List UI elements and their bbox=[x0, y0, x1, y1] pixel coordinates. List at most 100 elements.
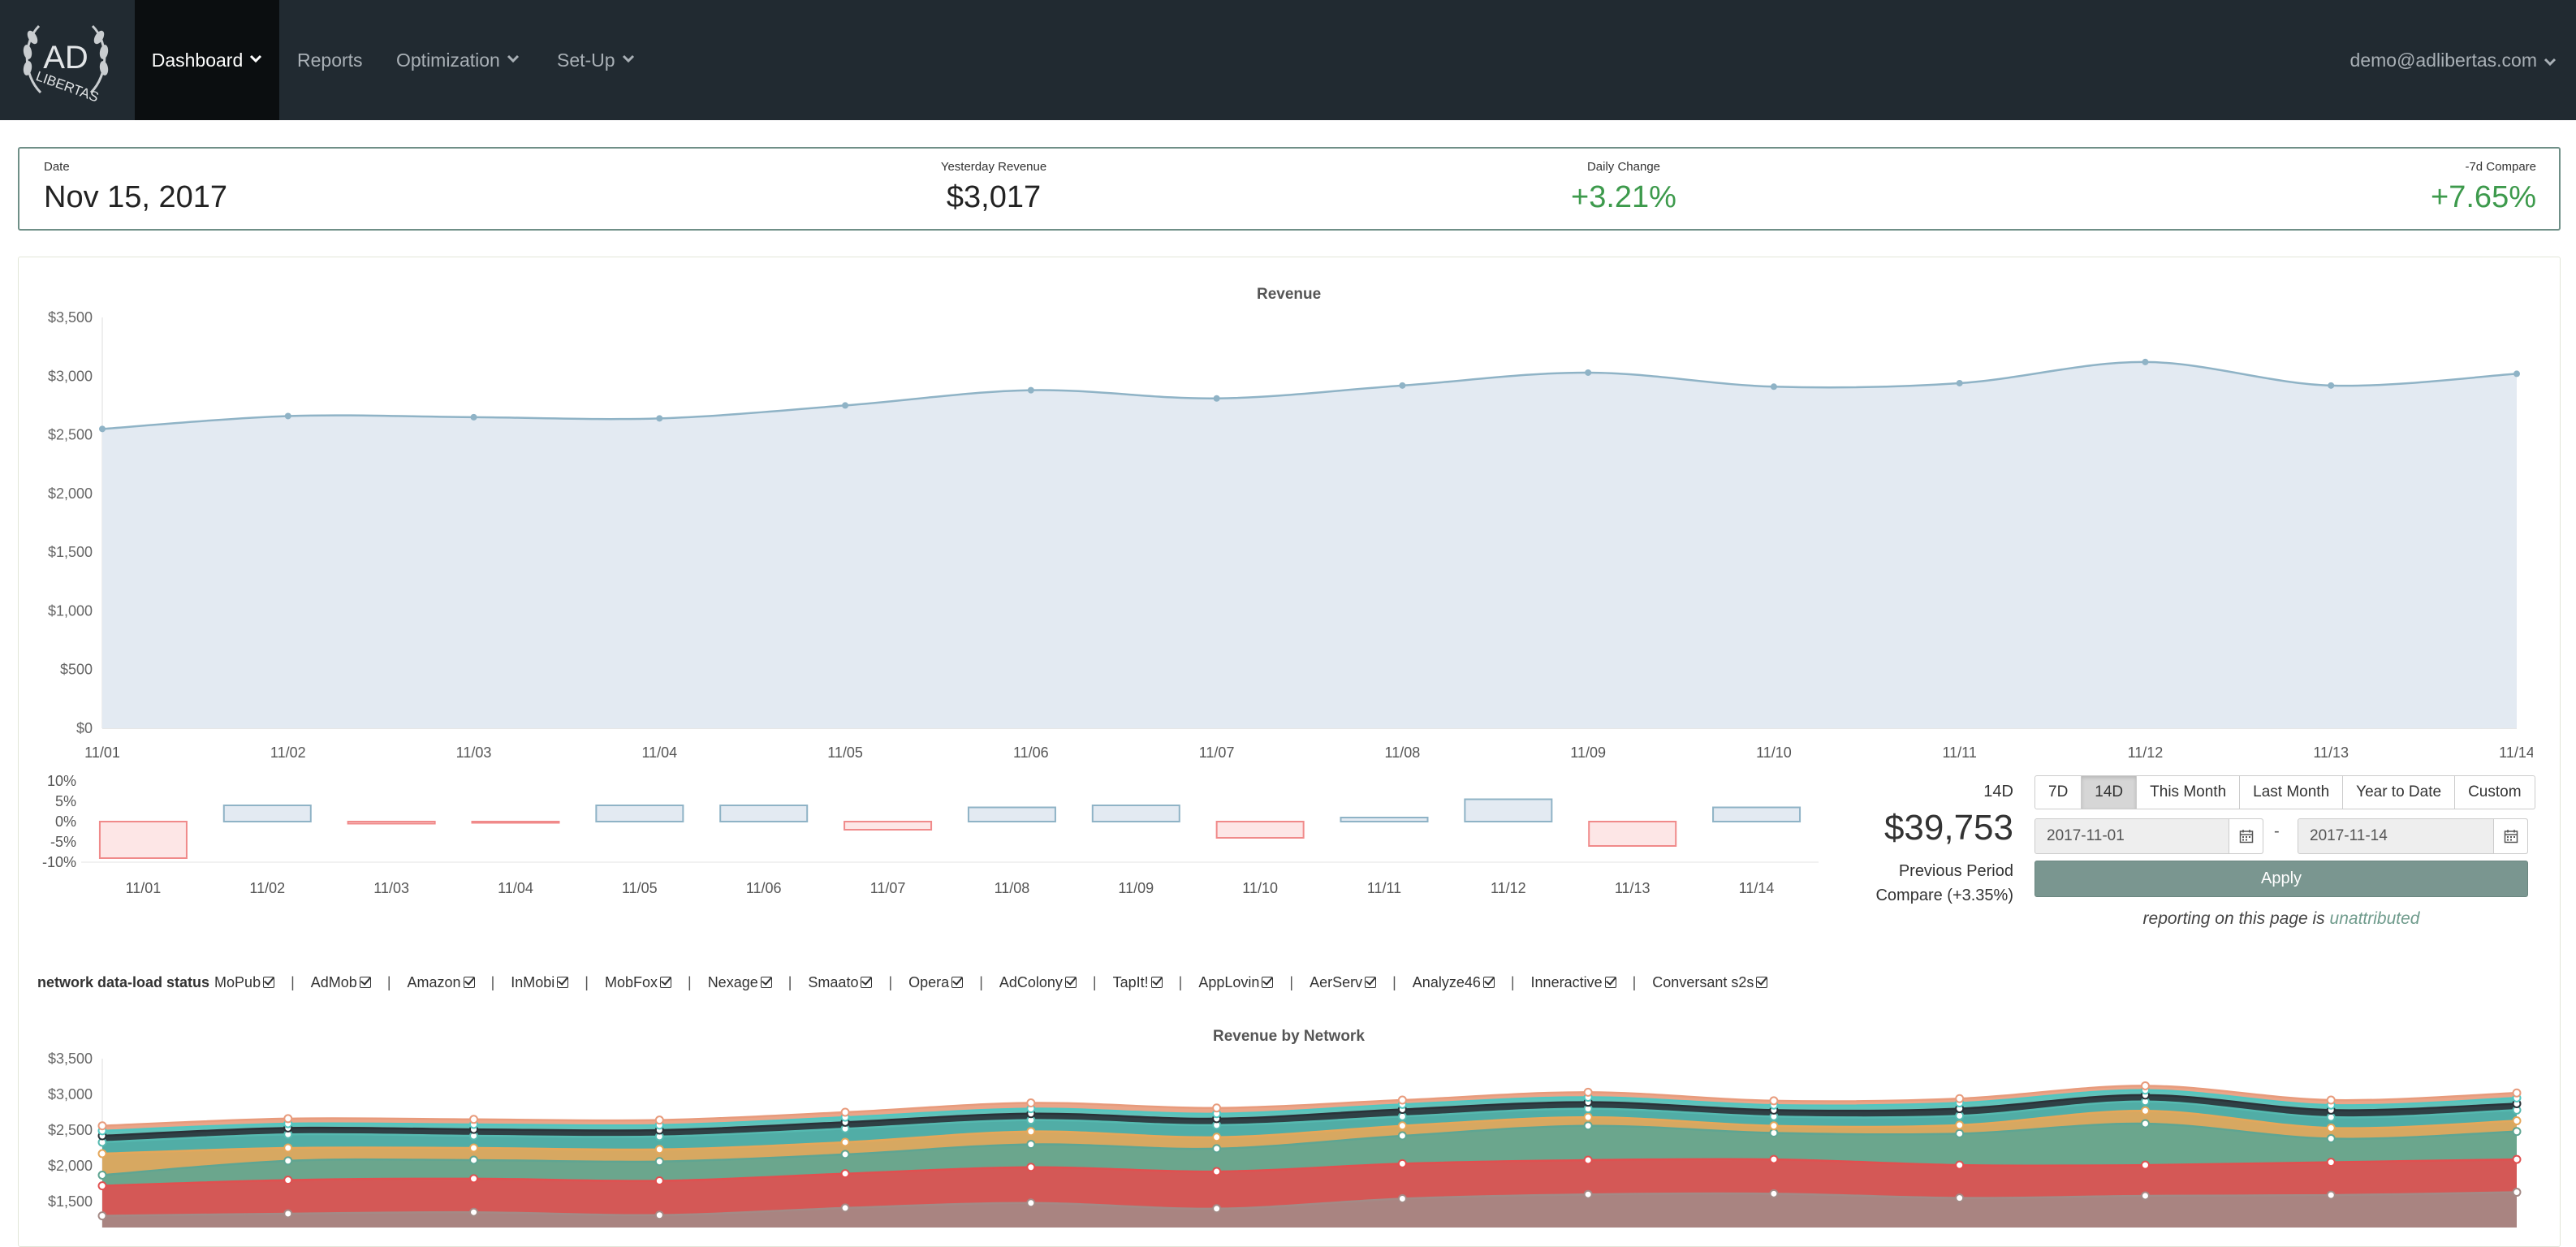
network-line bbox=[101, 1094, 2518, 1137]
y-tick-label: 5% bbox=[55, 793, 76, 809]
nav-optimization[interactable]: Optimization bbox=[396, 0, 520, 120]
change-bar bbox=[98, 821, 188, 859]
network-status-item: MobFox bbox=[605, 974, 671, 991]
network-status-item: Inneractive bbox=[1531, 974, 1616, 991]
network-name: Inneractive bbox=[1530, 973, 1603, 990]
network-point bbox=[1026, 1140, 1036, 1150]
kpi-daily-change: Daily Change +3.21% bbox=[1543, 160, 1705, 215]
range-ytd-button[interactable]: Year to Date bbox=[2342, 775, 2456, 809]
status-separator: | bbox=[1510, 973, 1515, 990]
revenue-point bbox=[1399, 382, 1406, 389]
attribution-link[interactable]: unattributed bbox=[2329, 909, 2420, 928]
network-name: AdColony bbox=[999, 973, 1063, 990]
range-this-month-button[interactable]: This Month bbox=[2136, 775, 2241, 809]
change-bar bbox=[471, 821, 560, 824]
change-bar bbox=[1215, 821, 1305, 839]
network-name: MoPub bbox=[214, 973, 261, 990]
network-status-item: AdColony bbox=[999, 974, 1077, 991]
y-tick-label: 10% bbox=[47, 773, 76, 789]
network-point bbox=[2512, 1116, 2522, 1126]
network-status-item: AppLovin bbox=[1198, 974, 1274, 991]
x-tick-label: 11/11 bbox=[1367, 880, 1401, 896]
y-tick-label: $1,000 bbox=[48, 602, 93, 619]
revenue-point bbox=[842, 402, 849, 409]
range-custom-button[interactable]: Custom bbox=[2454, 775, 2535, 809]
change-bar bbox=[967, 806, 1056, 822]
calendar-icon[interactable] bbox=[2229, 819, 2263, 853]
x-tick-label: 11/12 bbox=[2128, 744, 2164, 761]
kpi-7d-compare: -7d Compare +7.65% bbox=[2431, 160, 2536, 215]
network-point bbox=[97, 1181, 107, 1191]
checkbox-checked-icon bbox=[1064, 977, 1077, 988]
network-chart-title: Revenue by Network bbox=[1213, 1028, 1365, 1045]
status-separator: | bbox=[787, 973, 792, 990]
x-tick-label: 11/03 bbox=[373, 880, 409, 896]
date-separator: - bbox=[2274, 822, 2280, 840]
network-point bbox=[1212, 1144, 1222, 1154]
network-point bbox=[2140, 1081, 2150, 1090]
status-separator: | bbox=[1092, 973, 1097, 990]
network-point bbox=[1955, 1160, 1965, 1170]
x-tick-label: 11/07 bbox=[870, 880, 906, 896]
revenue-point bbox=[1770, 383, 1777, 390]
network-point bbox=[1212, 1103, 1222, 1113]
network-point bbox=[1397, 1159, 1407, 1168]
network-point bbox=[1212, 1133, 1222, 1142]
x-tick-label: 11/10 bbox=[1756, 744, 1792, 761]
network-line bbox=[101, 1191, 2518, 1217]
calendar-icon[interactable] bbox=[2493, 819, 2527, 853]
y-tick-label: $2,000 bbox=[48, 1158, 93, 1174]
range-last-month-button[interactable]: Last Month bbox=[2239, 775, 2344, 809]
x-tick-label: 11/07 bbox=[1199, 744, 1235, 761]
change-bar bbox=[1712, 806, 1801, 822]
network-status-item: InMobi bbox=[511, 974, 569, 991]
network-line bbox=[101, 1085, 2518, 1127]
network-status-item: Smaato bbox=[808, 974, 873, 991]
x-tick-label: 11/01 bbox=[126, 880, 162, 896]
x-tick-label: 11/04 bbox=[498, 880, 533, 896]
network-point bbox=[840, 1137, 850, 1147]
network-point bbox=[469, 1143, 479, 1153]
network-point bbox=[97, 1211, 107, 1221]
end-date-field[interactable]: 2017-11-14 bbox=[2298, 818, 2528, 854]
end-date-value[interactable]: 2017-11-14 bbox=[2310, 827, 2388, 844]
network-point bbox=[654, 1176, 664, 1185]
x-tick-label: 11/06 bbox=[1013, 744, 1049, 761]
y-tick-label: $3,000 bbox=[48, 1086, 93, 1102]
network-point bbox=[1397, 1193, 1407, 1203]
x-tick-label: 11/09 bbox=[1118, 880, 1154, 896]
nav-reports[interactable]: Reports bbox=[297, 0, 363, 120]
network-status-item: Nexage bbox=[708, 974, 772, 991]
network-name: MobFox bbox=[604, 973, 658, 990]
range-14d-button[interactable]: 14D bbox=[2081, 775, 2138, 809]
period-compare: Previous Period Compare (+3.35%) bbox=[1810, 859, 2013, 908]
start-date-value[interactable]: 2017-11-01 bbox=[2047, 827, 2125, 844]
range-7d-button[interactable]: 7D bbox=[2034, 775, 2082, 809]
network-point bbox=[469, 1174, 479, 1184]
user-menu[interactable]: demo@adlibertas.com bbox=[2350, 0, 2557, 120]
ad-libertas-logo[interactable]: AD LIBERTAS bbox=[15, 10, 117, 112]
start-date-field[interactable]: 2017-11-01 bbox=[2034, 818, 2263, 854]
network-point bbox=[1583, 1121, 1593, 1131]
nav-dashboard[interactable]: Dashboard bbox=[135, 0, 279, 120]
y-tick-label: $2,000 bbox=[48, 485, 93, 502]
x-tick-label: 11/13 bbox=[2313, 744, 2349, 761]
change-bar bbox=[1464, 798, 1553, 822]
change-bar bbox=[1588, 821, 1677, 847]
network-point bbox=[1583, 1155, 1593, 1165]
network-point bbox=[1583, 1087, 1593, 1097]
network-point bbox=[1583, 1112, 1593, 1122]
date-range-buttons: 7D 14D This Month Last Month Year to Dat… bbox=[2034, 775, 2535, 809]
network-point bbox=[2326, 1134, 2336, 1144]
checkbox-checked-icon bbox=[1482, 977, 1495, 988]
checkbox-checked-icon bbox=[1150, 977, 1163, 988]
attribution-note: reporting on this page is unattributed bbox=[2034, 909, 2528, 929]
network-status-item: TapIt! bbox=[1113, 974, 1163, 991]
period-label: 14D bbox=[1983, 783, 2013, 800]
network-revenue-chart: $1,500 $2,000 $2,500 $3,000 $3,500 bbox=[48, 1051, 2522, 1228]
status-separator: | bbox=[1289, 973, 1294, 990]
apply-button[interactable]: Apply bbox=[2034, 861, 2528, 897]
network-point bbox=[1955, 1120, 1965, 1130]
network-point bbox=[840, 1169, 850, 1179]
nav-setup[interactable]: Set-Up bbox=[557, 0, 635, 120]
